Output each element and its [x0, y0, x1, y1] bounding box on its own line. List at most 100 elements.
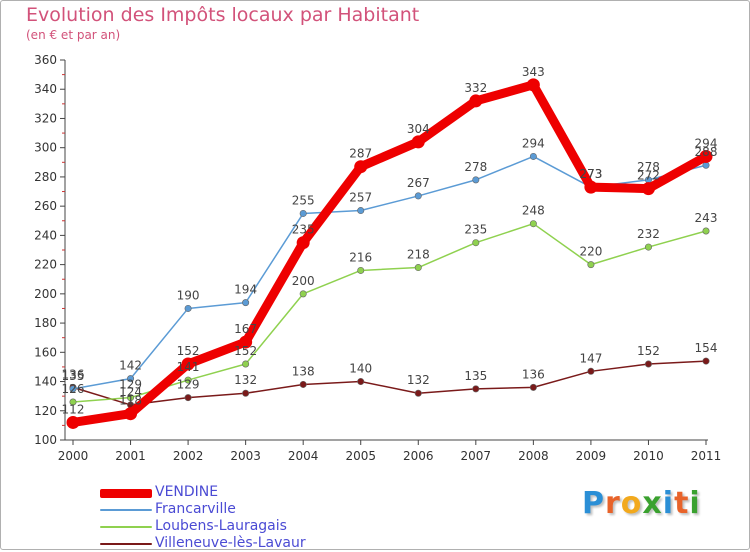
x-tick-label: 2000: [58, 449, 89, 463]
data-label: 132: [234, 373, 257, 387]
legend-swatch: [100, 543, 152, 545]
data-point: [184, 376, 192, 384]
legend-swatch: [100, 488, 152, 498]
data-label: 294: [522, 136, 545, 150]
data-label: 248: [522, 204, 545, 218]
data-point: [472, 239, 480, 247]
data-label: 135: [62, 369, 85, 383]
legend-swatch: [100, 509, 152, 511]
line-chart: 100 120 140 160 180 200 220 240 260 280 300 320 340 3…: [34, 53, 721, 463]
data-label: 138: [292, 364, 315, 378]
data-point: [242, 360, 250, 368]
data-point: [414, 192, 422, 200]
data-point: [357, 378, 365, 386]
y-tick-label: 140: [34, 375, 57, 389]
x-tick-label: 2004: [288, 449, 319, 463]
data-label: 167: [234, 322, 257, 336]
data-label: 152: [637, 344, 660, 358]
data-point: [66, 415, 80, 429]
data-point: [296, 236, 310, 250]
data-label: 220: [579, 245, 602, 259]
data-label: 294: [695, 136, 718, 150]
data-point: [299, 209, 307, 217]
data-label: 136: [62, 367, 85, 381]
data-point: [414, 264, 422, 272]
logo-letter: i: [662, 486, 675, 521]
series-line-3: [72, 360, 707, 406]
data-label: 235: [292, 223, 315, 237]
data-point: [529, 152, 537, 160]
data-label: 332: [464, 81, 487, 95]
logo-letter: P: [582, 486, 605, 521]
data-point: [357, 266, 365, 274]
logo-letter: t: [674, 486, 690, 521]
x-tick-label: 2002: [173, 449, 204, 463]
data-point: [357, 207, 365, 215]
data-point: [584, 180, 598, 194]
data-point: [644, 360, 652, 368]
data-point: [184, 394, 192, 402]
data-label: 278: [637, 160, 660, 174]
data-point: [702, 227, 710, 235]
data-label: 267: [407, 176, 430, 190]
x-tick-label: 2001: [115, 449, 146, 463]
data-point: [299, 290, 307, 298]
data-label: 218: [407, 248, 430, 262]
logo-letter: i: [689, 486, 701, 521]
data-label: 118: [119, 394, 142, 408]
data-point: [411, 135, 425, 149]
data-point: [124, 407, 138, 421]
chart-title: Evolution des Impôts locaux par Habitant: [26, 4, 420, 26]
data-label: 129: [119, 378, 142, 392]
data-label: 142: [119, 359, 142, 373]
data-point: [181, 357, 195, 371]
data-label: 235: [464, 223, 487, 237]
y-tick-label: 160: [34, 345, 57, 359]
legend-label: VENDINE: [155, 484, 219, 500]
data-point: [644, 243, 652, 251]
data-label: 273: [579, 167, 602, 181]
data-point: [469, 94, 483, 108]
x-tick-label: 2009: [576, 449, 607, 463]
data-label: 273: [579, 167, 602, 181]
data-label: 243: [695, 211, 718, 225]
y-tick-label: 260: [34, 199, 57, 213]
x-tick-label: 2010: [633, 449, 664, 463]
data-point: [587, 367, 595, 375]
y-tick-label: 280: [34, 170, 57, 184]
x-tick-label: 2003: [230, 449, 261, 463]
data-label: 190: [177, 288, 200, 302]
data-label: 140: [349, 362, 372, 376]
data-label: 141: [177, 360, 200, 374]
x-tick-label: 2005: [345, 449, 376, 463]
y-tick-label: 120: [34, 404, 57, 418]
data-point: [472, 385, 480, 393]
legend-label: Loubens-Lauragais: [155, 518, 287, 534]
x-tick-label: 2007: [461, 449, 492, 463]
logo-letter: o: [620, 486, 643, 521]
data-point: [239, 335, 253, 349]
data-point: [242, 299, 250, 307]
data-point: [529, 220, 537, 228]
data-label: 152: [234, 344, 257, 358]
data-label: 194: [234, 283, 257, 297]
data-point: [641, 182, 655, 196]
data-label: 136: [522, 367, 545, 381]
data-label: 343: [522, 65, 545, 79]
data-point: [587, 261, 595, 269]
y-tick-label: 320: [34, 111, 57, 125]
data-label: 200: [292, 274, 315, 288]
data-label: 287: [349, 147, 372, 161]
y-tick-label: 360: [34, 53, 57, 67]
data-label: 152: [177, 344, 200, 358]
data-point: [299, 380, 307, 388]
chart-subtitle: (en € et par an): [26, 28, 121, 42]
data-label: 129: [177, 378, 200, 392]
logo-letter: r: [605, 486, 621, 521]
y-tick-label: 340: [34, 82, 57, 96]
data-label: 147: [579, 351, 602, 365]
data-point: [526, 78, 540, 92]
logo-letter: x: [642, 486, 663, 521]
y-tick-label: 180: [34, 316, 57, 330]
